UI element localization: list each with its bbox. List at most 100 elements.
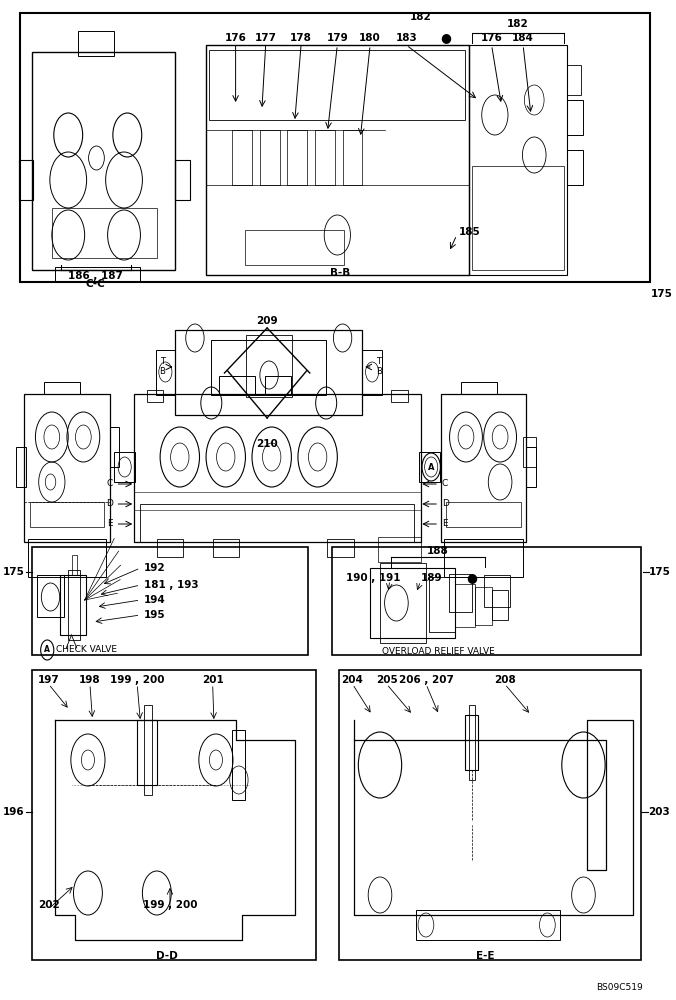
Text: A: A [45, 646, 50, 654]
Bar [59, 575, 86, 635]
Bar [110, 427, 120, 467]
Bar [315, 130, 335, 185]
Text: 192: 192 [144, 563, 166, 573]
Bar [327, 539, 354, 557]
Text: C-C: C-C [86, 279, 105, 289]
Bar [175, 160, 190, 200]
Text: 178: 178 [290, 33, 312, 43]
Bar [114, 452, 135, 482]
Bar [206, 45, 468, 275]
Text: 185: 185 [459, 227, 481, 237]
Bar [461, 382, 497, 394]
Bar [37, 575, 64, 617]
Bar [32, 52, 175, 270]
Text: 204: 204 [341, 675, 364, 685]
Bar [468, 45, 567, 275]
Text: 186 , 187: 186 , 187 [68, 271, 123, 281]
Text: 209: 209 [256, 316, 278, 326]
Bar [175, 330, 362, 415]
Bar [16, 447, 26, 487]
Text: 183: 183 [395, 33, 417, 43]
Bar [475, 587, 491, 625]
Text: ●: ● [440, 31, 451, 44]
Bar [287, 130, 307, 185]
Text: 198: 198 [79, 675, 101, 685]
Text: 176: 176 [224, 33, 247, 43]
Bar [468, 705, 475, 780]
Text: B-B: B-B [331, 268, 351, 278]
Text: 195: 195 [144, 610, 166, 620]
Bar [523, 437, 536, 467]
Bar [378, 537, 420, 562]
Text: 208: 208 [494, 675, 516, 685]
Text: 179: 179 [327, 33, 348, 43]
Text: E: E [441, 519, 448, 528]
Bar [52, 208, 157, 258]
Bar [155, 350, 175, 395]
Text: 176: 176 [481, 33, 502, 43]
Bar [28, 539, 106, 577]
Bar [380, 563, 426, 643]
Text: 203: 203 [648, 807, 669, 817]
Text: 181 , 193: 181 , 193 [144, 580, 198, 590]
Bar [449, 574, 472, 612]
Bar [219, 376, 256, 394]
Text: 184: 184 [512, 33, 534, 43]
Bar [362, 350, 382, 395]
Bar [444, 539, 523, 577]
Text: C: C [441, 480, 448, 488]
Bar [419, 452, 440, 482]
Text: 180: 180 [359, 33, 381, 43]
Bar [212, 340, 327, 395]
Text: 201: 201 [201, 675, 224, 685]
Text: 197: 197 [38, 675, 59, 685]
Text: 205: 205 [376, 675, 397, 685]
Text: 182: 182 [410, 12, 431, 22]
Text: 188: 188 [427, 546, 449, 556]
Bar [472, 166, 564, 270]
Text: D-D: D-D [156, 951, 178, 961]
Bar [370, 568, 456, 638]
Bar [134, 394, 420, 542]
Bar [484, 575, 510, 607]
Text: 199 , 200: 199 , 200 [110, 675, 164, 685]
Text: ●: ● [466, 572, 477, 584]
Text: 175: 175 [649, 567, 671, 577]
Bar [32, 670, 316, 960]
Text: 182: 182 [507, 19, 529, 29]
Text: D: D [106, 499, 113, 508]
Text: CHECK VALVE: CHECK VALVE [56, 646, 118, 654]
Bar [32, 547, 308, 655]
Text: D: D [441, 499, 449, 508]
Text: B: B [159, 367, 165, 376]
Text: E-E: E-E [476, 951, 494, 961]
Text: 202: 202 [38, 900, 59, 910]
Bar [147, 390, 164, 402]
Text: E: E [107, 519, 113, 528]
Bar [157, 539, 183, 557]
Bar [141, 504, 414, 542]
Bar [567, 100, 583, 135]
Text: T: T [160, 358, 164, 366]
Text: 199 , 200: 199 , 200 [143, 900, 197, 910]
Text: 190 , 191: 190 , 191 [346, 573, 400, 583]
Text: C: C [107, 480, 113, 488]
Bar [55, 267, 141, 282]
Bar [260, 130, 280, 185]
Bar [68, 570, 80, 640]
Bar [210, 50, 465, 120]
Text: A: A [428, 462, 435, 472]
Bar [20, 13, 650, 282]
Bar [144, 705, 151, 795]
Bar [265, 376, 291, 394]
Bar [441, 394, 527, 542]
Bar [491, 590, 508, 620]
Text: 194: 194 [144, 595, 166, 605]
Text: 210: 210 [256, 439, 278, 449]
Bar [245, 230, 344, 265]
Bar [332, 547, 641, 655]
Text: 175: 175 [3, 567, 24, 577]
Bar [213, 539, 239, 557]
Text: BS09C519: BS09C519 [596, 984, 643, 992]
Text: OVERLOAD RELIEF VALVE: OVERLOAD RELIEF VALVE [382, 647, 495, 656]
